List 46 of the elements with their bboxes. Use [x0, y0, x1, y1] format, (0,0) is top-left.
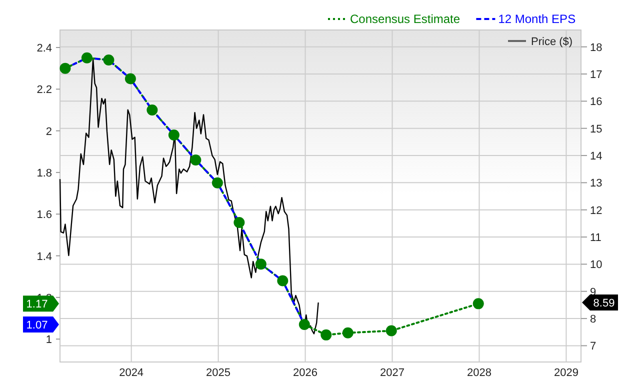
- point: [277, 275, 288, 286]
- x-tick-label: 2025: [206, 367, 231, 379]
- y-tick-label: 2.2: [36, 84, 52, 96]
- point: [81, 52, 92, 64]
- point: [298, 319, 310, 330]
- x-tick-label: 2029: [554, 367, 578, 379]
- y2-tick-label: 18: [590, 42, 602, 54]
- point: [234, 216, 245, 228]
- text: 8.59: [593, 298, 615, 310]
- text: 1.17: [26, 298, 48, 311]
- point: [472, 298, 484, 310]
- y2-tick-label: 15: [590, 123, 602, 136]
- point: [190, 154, 202, 166]
- point: [255, 258, 266, 270]
- point: [386, 325, 397, 336]
- point: [342, 327, 354, 338]
- point: [146, 104, 158, 116]
- y2-tick-label: 12: [590, 204, 602, 217]
- y2-tick-label: 16: [590, 96, 602, 108]
- y2-tick-label: 14: [590, 150, 602, 163]
- x-tick-label: 2026: [293, 367, 318, 379]
- point: [103, 54, 114, 66]
- x-tick-label: 2024: [119, 367, 144, 379]
- y-tick-label: 1.8: [36, 167, 52, 180]
- y-tick-label: 2: [46, 126, 52, 138]
- y-tick-label: 1: [46, 334, 52, 346]
- text: Price ($): [531, 36, 573, 48]
- y-tick-label: 1.6: [36, 209, 52, 222]
- point: [124, 73, 136, 84]
- y2-tick-label: 10: [590, 259, 602, 272]
- text: 1.07: [26, 320, 48, 332]
- y-tick-label: 1.4: [36, 250, 52, 263]
- x-tick-label: 2028: [466, 367, 492, 379]
- y2-tick-label: 13: [590, 178, 602, 190]
- point: [168, 129, 180, 140]
- legend-label: 12 Month EPS: [498, 12, 576, 26]
- point: [212, 177, 223, 188]
- y2-tick-label: 11: [590, 232, 602, 244]
- y2-tick-label: 7: [590, 340, 596, 353]
- legend-label: Consensus Estimate: [350, 12, 460, 26]
- y2-tick-label: 8: [590, 314, 596, 326]
- point: [320, 329, 332, 340]
- y2-tick-label: 17: [590, 69, 602, 82]
- y-tick-label: 2.4: [36, 42, 52, 54]
- point: [60, 62, 71, 74]
- x-tick-label: 2027: [380, 367, 404, 379]
